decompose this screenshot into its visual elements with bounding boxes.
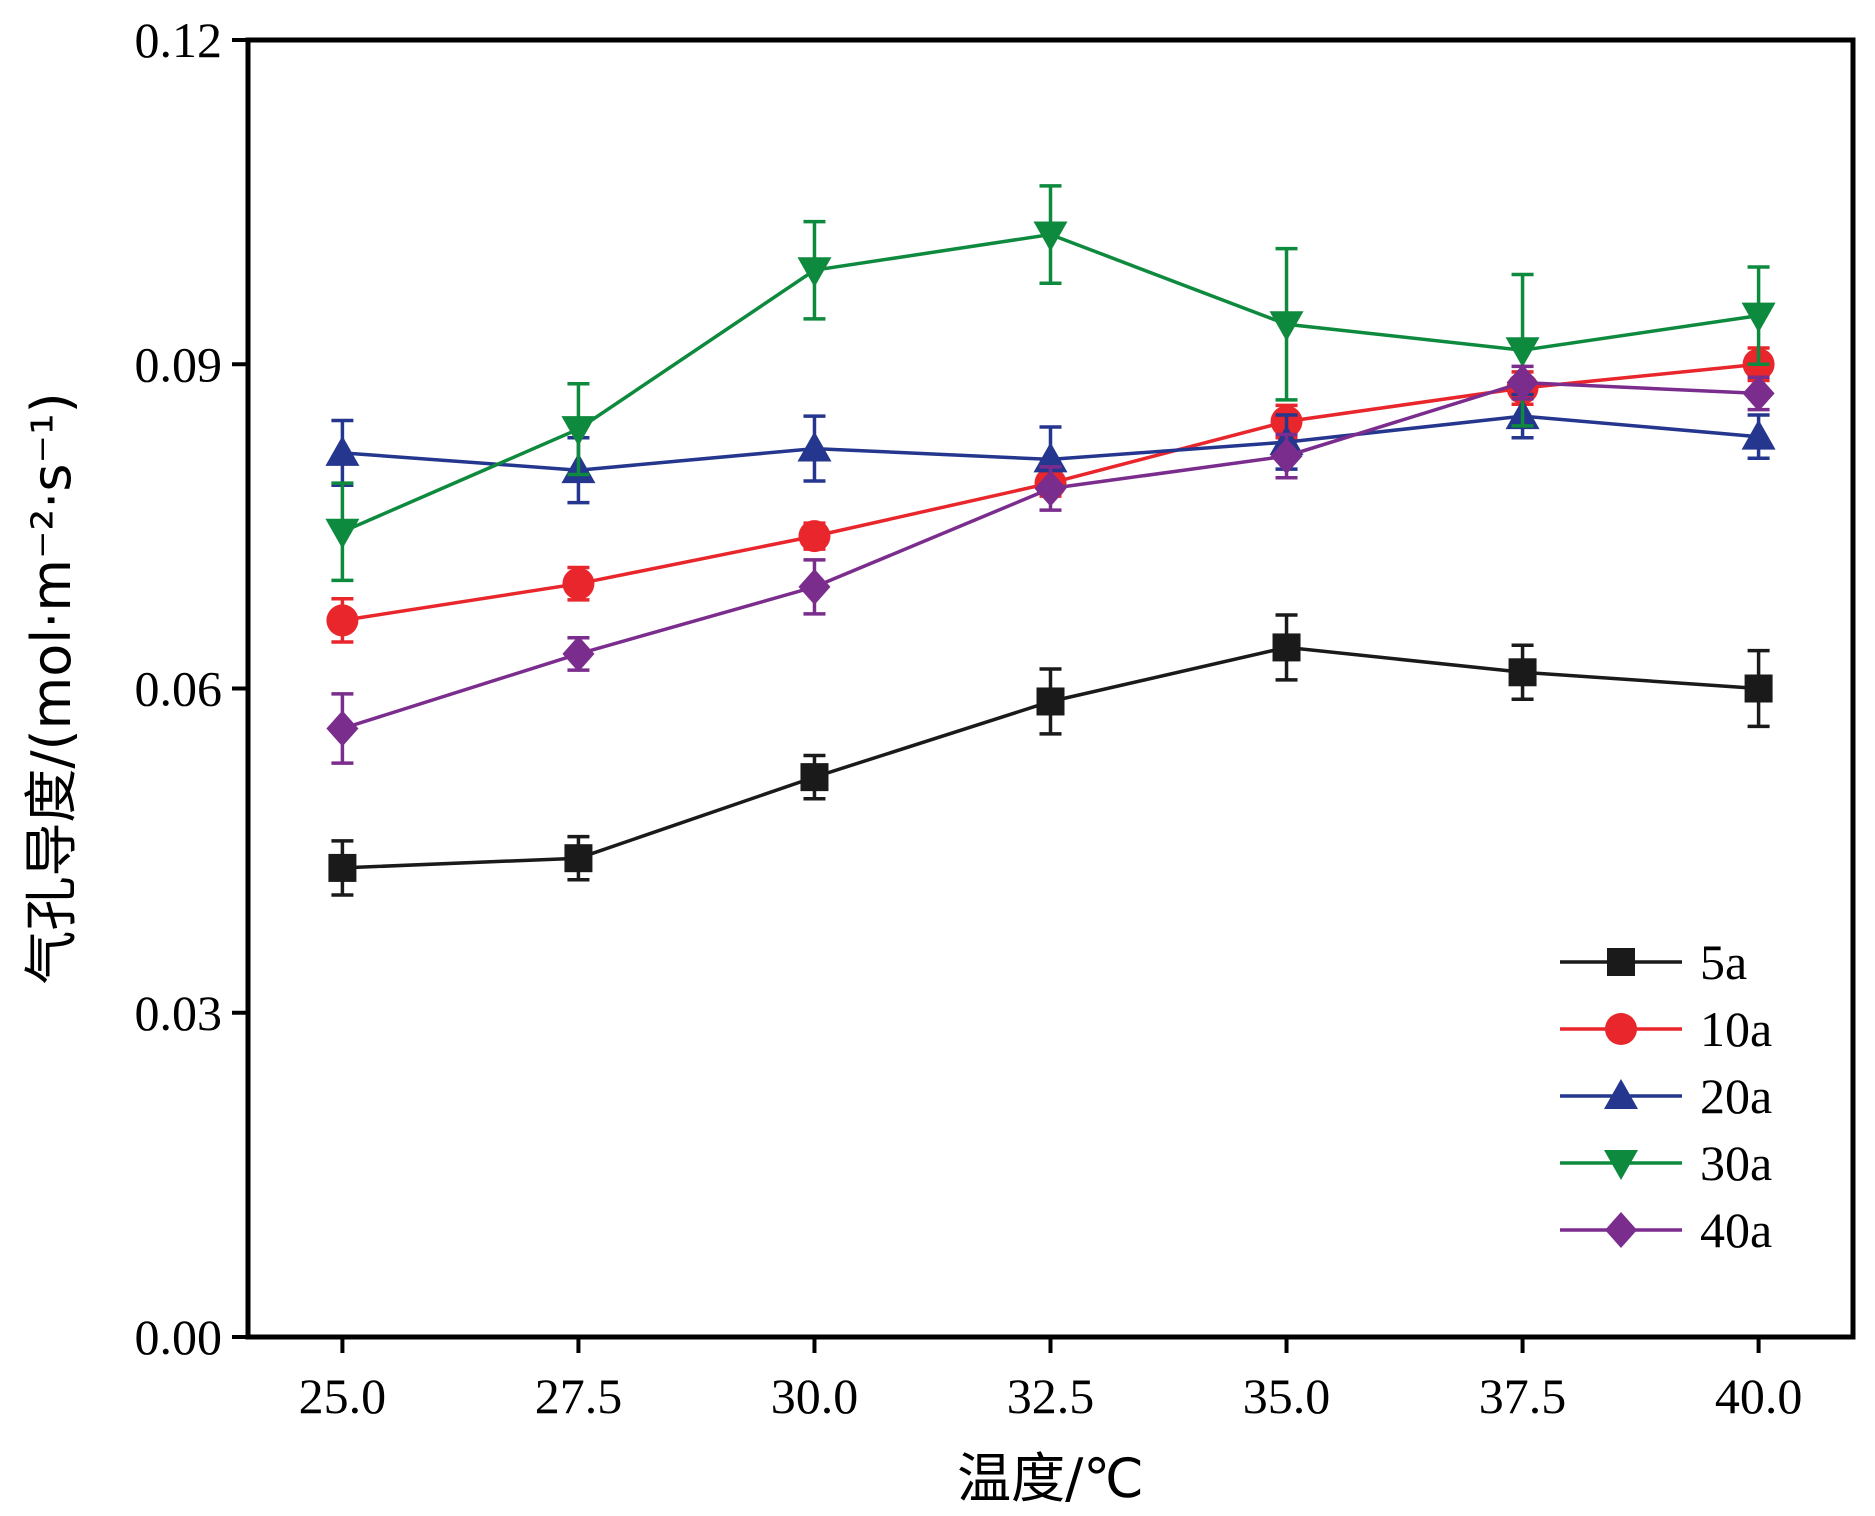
legend-marker xyxy=(1605,1212,1637,1248)
data-point xyxy=(326,710,359,747)
legend-item-20a: 20a xyxy=(1560,1068,1772,1124)
legend-label: 40a xyxy=(1700,1202,1772,1258)
x-tick-label: 30.0 xyxy=(771,1368,859,1424)
legend-label: 30a xyxy=(1700,1135,1772,1191)
data-point xyxy=(562,635,595,672)
data-point xyxy=(1741,302,1776,333)
data-point xyxy=(1033,442,1068,473)
x-tick-label: 35.0 xyxy=(1243,1368,1331,1424)
legend-marker xyxy=(1604,1079,1638,1109)
legend-item-30a: 30a xyxy=(1560,1135,1772,1191)
legend-item-5a: 5a xyxy=(1560,934,1747,990)
y-tick-label: 0.00 xyxy=(135,1309,223,1365)
legend-label: 10a xyxy=(1700,1001,1772,1057)
data-point xyxy=(1269,311,1304,342)
data-point xyxy=(1741,419,1776,450)
data-point xyxy=(1744,674,1773,703)
y-tick-label: 0.09 xyxy=(135,336,223,392)
data-point xyxy=(1272,633,1301,662)
legend-marker xyxy=(1607,948,1635,976)
axes: 25.0 27.5 30.0 32.5 35.0 37.5 40.0 0.00 0.03 0.06… xyxy=(135,12,1856,1424)
y-tick-label: 0.03 xyxy=(135,985,223,1041)
series-40a xyxy=(326,364,1775,765)
series-group xyxy=(325,184,1776,897)
y-tick-label: 0.12 xyxy=(135,12,223,68)
data-point xyxy=(797,257,832,288)
data-point xyxy=(1034,470,1067,507)
series-30a xyxy=(325,184,1776,583)
legend-label: 5a xyxy=(1700,934,1747,990)
data-point xyxy=(326,604,359,637)
x-tick-label: 37.5 xyxy=(1479,1368,1567,1424)
data-point xyxy=(1036,687,1065,716)
legend-marker xyxy=(1605,1013,1637,1045)
x-tick-label: 27.5 xyxy=(535,1368,623,1424)
series-5a xyxy=(328,613,1773,897)
data-point xyxy=(328,853,357,882)
data-point xyxy=(325,518,360,549)
data-point xyxy=(1033,221,1068,252)
x-tick-label: 25.0 xyxy=(299,1368,387,1424)
data-point xyxy=(797,431,832,462)
data-point xyxy=(325,435,360,466)
data-point xyxy=(1508,658,1537,687)
data-point xyxy=(561,416,596,447)
data-point xyxy=(1270,438,1303,475)
data-point xyxy=(798,520,831,553)
legend-item-10a: 10a xyxy=(1560,1001,1772,1057)
legend: 5a 10a 20a 30a 40a xyxy=(1560,934,1772,1258)
x-axis-label: 温度/℃ xyxy=(957,1447,1144,1510)
data-point xyxy=(564,844,593,873)
data-point xyxy=(1505,337,1540,368)
data-point xyxy=(562,567,595,600)
data-point xyxy=(1506,364,1539,401)
y-tick-label: 0.06 xyxy=(135,661,223,717)
legend-label: 20a xyxy=(1700,1068,1772,1124)
y-axis-label: 气孔导度/(mol·m⁻²·s⁻¹) xyxy=(20,392,83,984)
legend-marker xyxy=(1604,1150,1638,1180)
data-point xyxy=(800,763,829,792)
x-tick-label: 32.5 xyxy=(1007,1368,1095,1424)
data-point xyxy=(798,568,831,605)
x-tick-label: 40.0 xyxy=(1715,1368,1803,1424)
legend-item-40a: 40a xyxy=(1560,1202,1772,1258)
data-point xyxy=(1742,375,1775,412)
